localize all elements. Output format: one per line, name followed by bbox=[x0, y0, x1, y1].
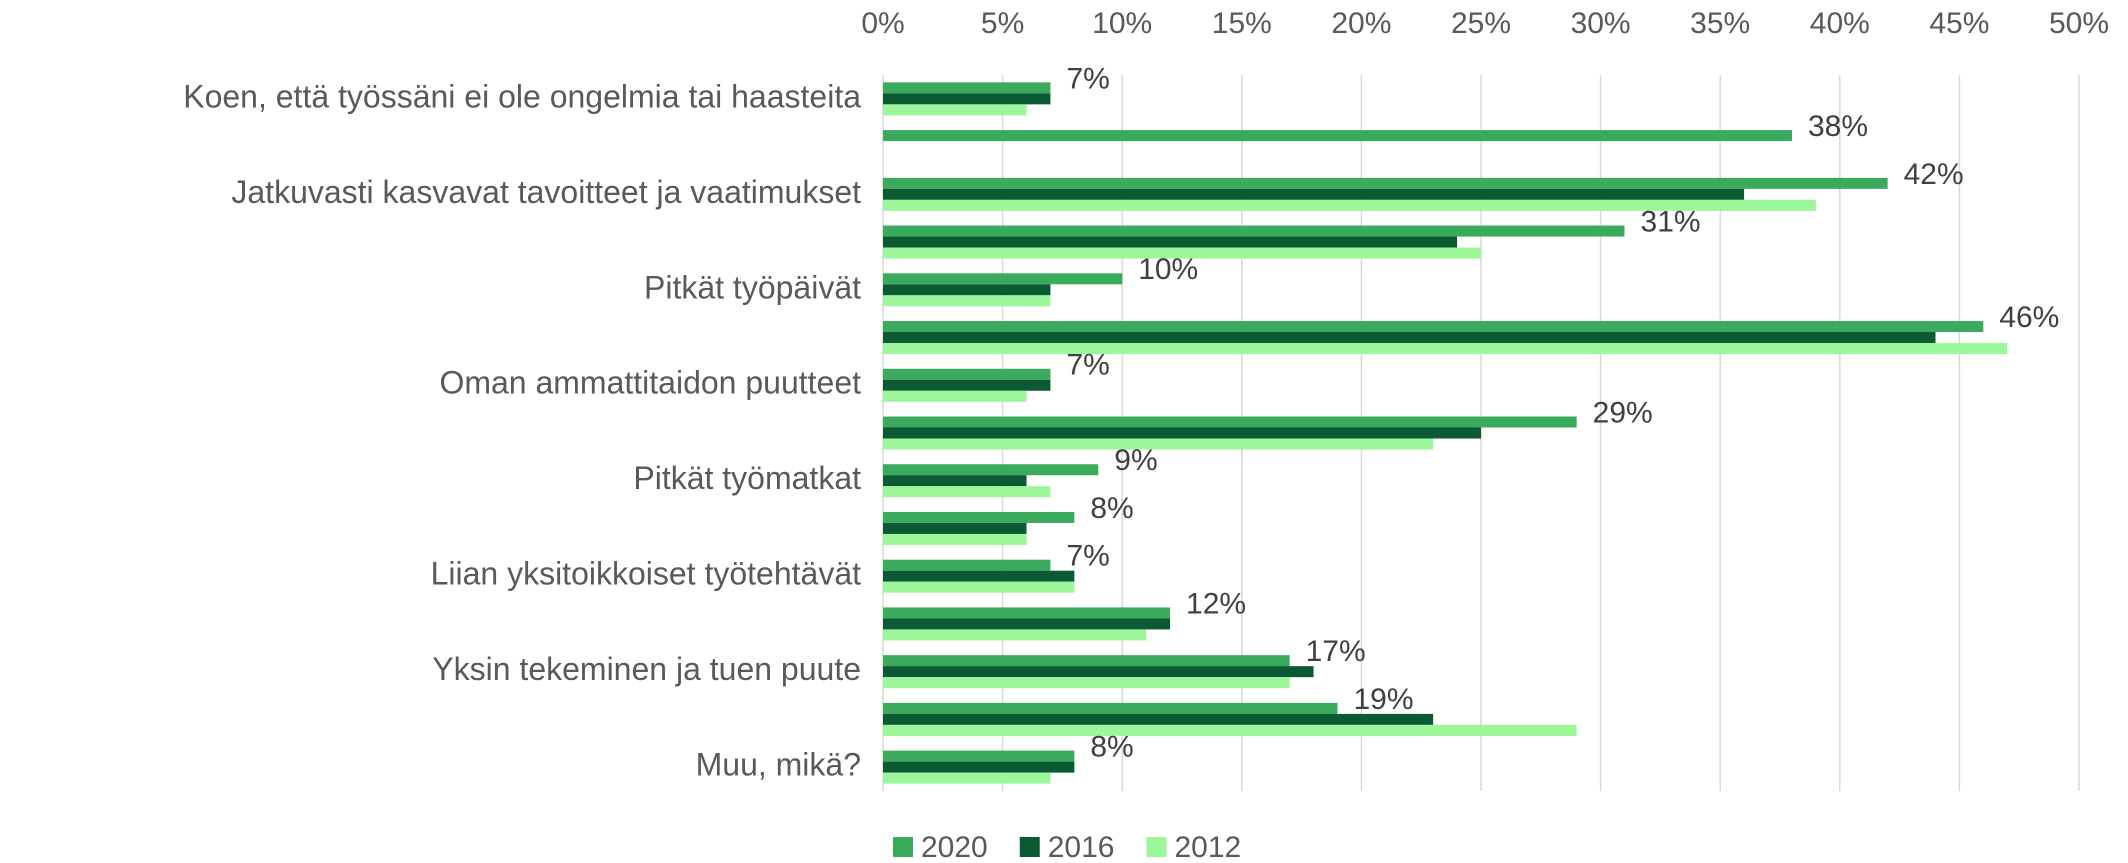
bar bbox=[883, 130, 1792, 142]
bar bbox=[883, 321, 1984, 333]
bar bbox=[883, 188, 1745, 200]
legend-label: 2012 bbox=[1175, 831, 1242, 863]
value-label: 8% bbox=[1090, 492, 1133, 525]
value-label: 31% bbox=[1641, 205, 1701, 238]
bar bbox=[883, 368, 1051, 380]
bar bbox=[883, 724, 1577, 736]
value-label: 9% bbox=[1114, 444, 1157, 477]
x-tick-label: 15% bbox=[1212, 7, 1272, 40]
x-tick-label: 40% bbox=[1810, 7, 1870, 40]
bar bbox=[883, 581, 1075, 593]
category-label: Oman ammattitaidon puutteet bbox=[439, 365, 861, 401]
bar bbox=[883, 199, 1816, 211]
bar bbox=[883, 332, 1936, 344]
legend-swatch bbox=[1146, 837, 1167, 857]
bar bbox=[883, 390, 1027, 402]
x-tick-label: 35% bbox=[1690, 7, 1750, 40]
bar bbox=[883, 247, 1481, 259]
bar bbox=[883, 295, 1051, 307]
bar bbox=[883, 273, 1123, 285]
bar bbox=[883, 655, 1290, 667]
value-label: 17% bbox=[1306, 635, 1366, 668]
bar bbox=[883, 666, 1314, 678]
bar bbox=[883, 343, 2008, 355]
x-tick-label: 5% bbox=[981, 7, 1024, 40]
x-tick-label: 45% bbox=[1929, 7, 1989, 40]
bar bbox=[883, 236, 1458, 248]
x-tick-label: 25% bbox=[1451, 7, 1511, 40]
bar bbox=[883, 464, 1099, 476]
value-label: 19% bbox=[1353, 683, 1413, 716]
bar bbox=[883, 427, 1481, 439]
category-label: Jatkuvasti kasvavat tavoitteet ja vaatim… bbox=[231, 174, 861, 210]
bar bbox=[883, 486, 1051, 498]
value-label: 38% bbox=[1808, 110, 1868, 143]
bar bbox=[883, 93, 1051, 105]
bar bbox=[883, 570, 1075, 582]
bar bbox=[883, 618, 1171, 630]
category-label: Muu, mikä? bbox=[696, 747, 861, 783]
bar bbox=[883, 559, 1051, 571]
value-label: 10% bbox=[1138, 253, 1198, 286]
bar bbox=[883, 750, 1075, 762]
bar bbox=[883, 607, 1171, 619]
legend-swatch bbox=[893, 837, 913, 857]
x-tick-label: 10% bbox=[1092, 7, 1152, 40]
value-label: 46% bbox=[1999, 301, 2059, 334]
value-label: 7% bbox=[1066, 62, 1109, 95]
bar bbox=[883, 761, 1075, 773]
value-label: 8% bbox=[1090, 731, 1133, 764]
value-label: 29% bbox=[1593, 396, 1653, 429]
bar bbox=[883, 677, 1290, 689]
value-label: 12% bbox=[1186, 587, 1246, 620]
value-label: 7% bbox=[1066, 349, 1109, 382]
bar bbox=[883, 629, 1147, 641]
x-tick-label: 0% bbox=[861, 7, 904, 40]
bar bbox=[883, 177, 1888, 189]
x-tick-label: 50% bbox=[2049, 7, 2109, 40]
bar bbox=[883, 713, 1434, 725]
bar bbox=[883, 104, 1027, 116]
value-label: 42% bbox=[1904, 158, 1964, 191]
bar bbox=[883, 416, 1577, 428]
x-tick-label: 30% bbox=[1571, 7, 1631, 40]
bar bbox=[883, 225, 1625, 237]
bar bbox=[883, 379, 1051, 391]
bar bbox=[883, 522, 1027, 534]
bar bbox=[883, 772, 1051, 784]
category-label: Pitkät työpäivät bbox=[644, 269, 861, 305]
bar bbox=[883, 702, 1338, 714]
legend-label: 2020 bbox=[921, 831, 988, 863]
category-label: Liian yksitoikkoiset työtehtävät bbox=[431, 556, 862, 592]
bar bbox=[883, 438, 1434, 450]
bar bbox=[883, 533, 1027, 545]
category-label: Pitkät työmatkat bbox=[633, 460, 861, 496]
category-label: Yksin tekeminen ja tuen puute bbox=[432, 651, 861, 687]
value-label: 7% bbox=[1066, 540, 1109, 573]
x-tick-label: 20% bbox=[1331, 7, 1391, 40]
bar bbox=[883, 82, 1051, 94]
legend-label: 2016 bbox=[1048, 831, 1115, 863]
legend-swatch bbox=[1019, 837, 1040, 857]
bar bbox=[883, 511, 1075, 523]
category-label: Koen, että työssäni ei ole ongelmia tai … bbox=[183, 78, 861, 114]
bar bbox=[883, 475, 1027, 487]
bar bbox=[883, 284, 1051, 296]
